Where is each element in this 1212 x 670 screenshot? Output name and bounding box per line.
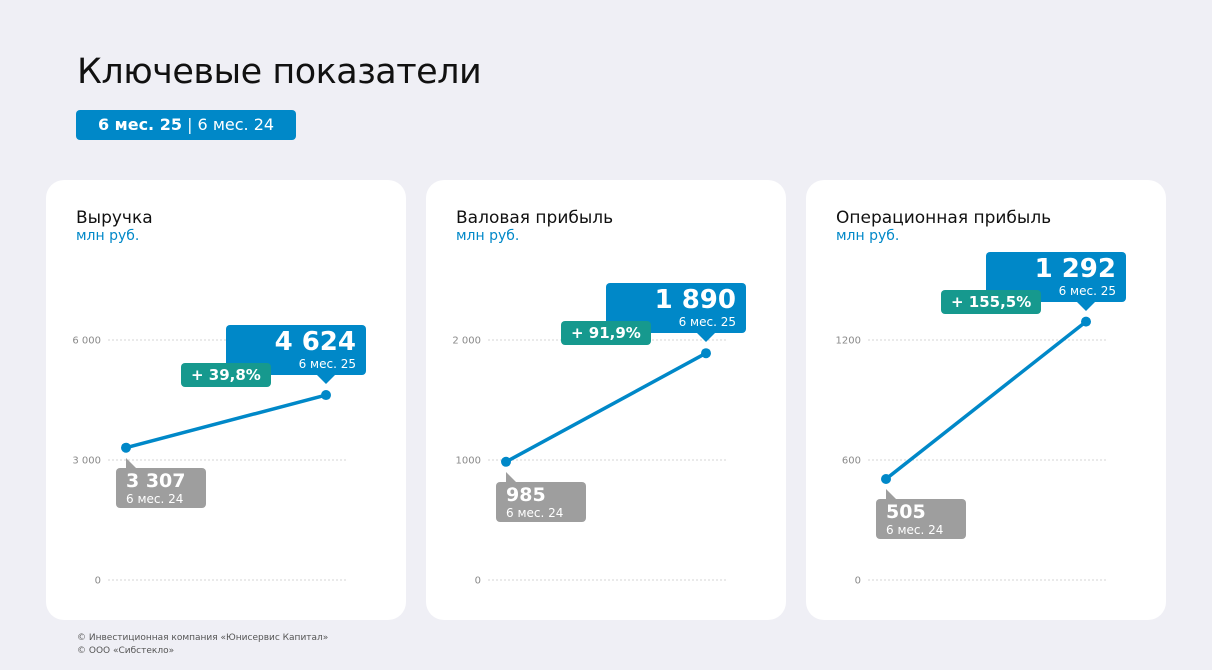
previous-period-label: 6 мес. 24 [506, 505, 564, 520]
current-value: 4 624 [274, 327, 356, 358]
chart-unit: млн руб. [456, 228, 520, 244]
chart-card: Операционная прибыль млн руб. 0 600 1200 505… [806, 180, 1166, 620]
current-value: 1 292 [1034, 253, 1116, 284]
series-line [125, 393, 327, 450]
period-separator: | [187, 115, 193, 134]
line-chart: 0 600 1200 [836, 316, 1108, 587]
current-period-label: 6 мес. 25 [1058, 283, 1116, 298]
current-value-callout: 4 624 6 мес. 25 [226, 325, 366, 385]
data-point [321, 390, 331, 401]
y-tick-label: 0 [475, 576, 481, 587]
y-tick-label: 2 000 [452, 336, 481, 347]
change-badge: + 39,8% [181, 363, 271, 388]
previous-value: 985 [506, 483, 546, 506]
previous-value-callout: 505 6 мес. 24 [876, 489, 966, 539]
previous-value-callout: 3 307 6 мес. 24 [116, 457, 206, 508]
previous-value-callout: 985 6 мес. 24 [496, 471, 586, 522]
data-point [121, 442, 131, 453]
period-badge: 6 мес. 25 | 6 мес. 24 [76, 110, 296, 140]
data-point [881, 474, 891, 484]
chart-title: Валовая прибыль [456, 208, 614, 228]
chart-unit: млн руб. [76, 228, 140, 244]
previous-period-label: 6 мес. 24 [886, 523, 944, 537]
previous-value: 3 307 [126, 469, 186, 492]
footer: © Инвестиционная компания «Юнисервис Кап… [77, 632, 328, 658]
chart-title: Выручка [76, 208, 153, 228]
line-chart: 0 1000 2 000 [452, 336, 728, 587]
series-line [505, 351, 707, 464]
current-period-label: 6 мес. 25 [298, 357, 356, 372]
period-current: 6 мес. 25 [97, 115, 182, 134]
current-period-label: 6 мес. 25 [678, 315, 736, 330]
footer-line: © ООО «Сибстекло» [77, 646, 175, 656]
y-tick-label: 3 000 [72, 456, 101, 467]
chart-card: Выручка млн руб. 0 3 000 6 000 3 307 6 мес. 2… [46, 180, 406, 620]
chart-title: Операционная прибыль [836, 208, 1052, 228]
change-badge: + 155,5% [941, 289, 1042, 314]
period-previous: 6 мес. 24 [197, 115, 275, 134]
y-tick-label: 1000 [456, 456, 481, 467]
current-value-callout: 1 292 6 мес. 25 [986, 251, 1126, 311]
series-line [884, 320, 1088, 481]
y-tick-label: 6 000 [72, 336, 101, 347]
y-tick-label: 0 [95, 576, 101, 587]
data-point [701, 348, 711, 359]
previous-value: 505 [886, 501, 926, 523]
y-tick-label: 0 [855, 576, 861, 587]
y-tick-label: 600 [842, 456, 861, 467]
change-badge: + 91,9% [561, 321, 651, 346]
y-tick-label: 1200 [836, 336, 861, 347]
chart-card: Валовая прибыль млн руб. 0 1000 2 000 985 6 м… [426, 180, 786, 620]
line-chart: 0 3 000 6 000 [72, 336, 348, 587]
chart-unit: млн руб. [836, 228, 900, 244]
data-point [501, 456, 511, 467]
previous-period-label: 6 мес. 24 [126, 491, 184, 506]
data-point [1081, 316, 1091, 327]
footer-line: © Инвестиционная компания «Юнисервис Кап… [77, 633, 329, 643]
page-title: Ключевые показатели [77, 52, 482, 92]
current-value: 1 890 [654, 285, 736, 316]
